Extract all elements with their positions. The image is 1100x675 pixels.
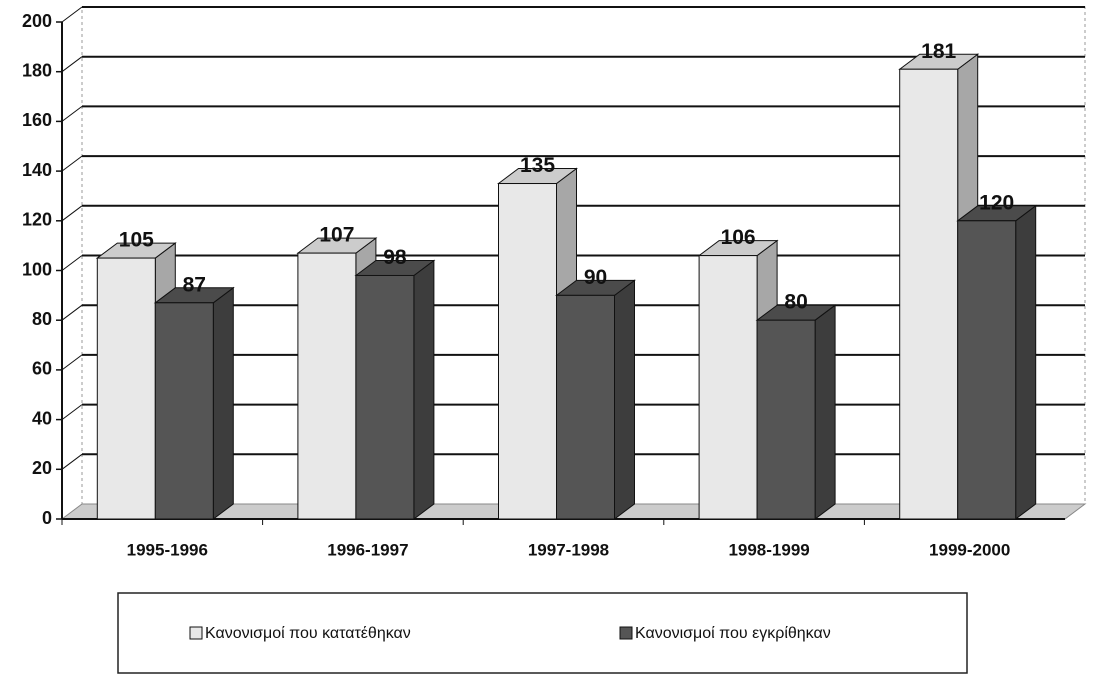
bar [297, 252, 357, 520]
legend-label: Κανονισμοί που εγκρίθηκαν [635, 625, 831, 642]
legend-swatch [619, 626, 633, 640]
y-tick-label: 160 [22, 110, 52, 130]
data-label: 105 [119, 229, 154, 252]
bar [957, 220, 1017, 520]
grid-line [61, 304, 83, 321]
data-label: 106 [721, 226, 756, 249]
grid-line [61, 255, 83, 271]
x-tick-label: 1998-1999 [728, 540, 809, 559]
bar-side [814, 304, 836, 520]
x-tick-label: 1999-2000 [929, 540, 1010, 559]
data-label: 135 [520, 154, 555, 177]
x-tick-label: 1995-1996 [127, 540, 208, 559]
y-tick-label: 40 [32, 408, 52, 428]
y-tick-label: 60 [32, 359, 52, 379]
bar-side [212, 286, 234, 520]
grid-line [61, 106, 83, 122]
bar [96, 257, 156, 520]
grid-line [61, 56, 83, 73]
grid-line [61, 6, 83, 23]
bar [899, 68, 959, 520]
bar-side [1015, 204, 1037, 521]
y-tick-label: 100 [22, 259, 52, 279]
y-tick-label: 20 [32, 458, 52, 478]
y-tick-label: 80 [32, 309, 52, 329]
legend-box [117, 592, 968, 674]
data-label: 90 [584, 266, 607, 289]
bar-side [413, 259, 435, 520]
y-tick-label: 180 [22, 60, 52, 80]
bar-side [614, 279, 635, 520]
grid-line [61, 404, 83, 421]
legend-swatch [189, 626, 203, 640]
y-tick-label: 140 [22, 160, 52, 180]
bar [556, 294, 615, 520]
y-tick-label: 0 [42, 508, 52, 528]
bar [355, 274, 415, 520]
bar [698, 255, 758, 520]
grid-line [61, 354, 83, 371]
x-tick-label: 1996-1997 [327, 540, 408, 559]
data-label: 120 [979, 191, 1014, 214]
data-label: 87 [183, 273, 206, 296]
data-label: 98 [383, 246, 407, 269]
legend-label: Κανονισμοί που κατατέθηκαν [205, 625, 411, 642]
bar [498, 183, 557, 520]
x-tick-label: 1997-1998 [528, 540, 609, 559]
grid-line [61, 155, 83, 172]
y-tick-label: 120 [22, 210, 52, 230]
bar [756, 319, 816, 520]
y-tick-label: 200 [22, 11, 52, 31]
grid-line [61, 453, 83, 470]
bar [154, 302, 214, 520]
grid-line [61, 205, 83, 222]
data-label: 181 [921, 40, 956, 63]
data-label: 107 [319, 224, 354, 247]
data-label: 80 [784, 291, 807, 314]
